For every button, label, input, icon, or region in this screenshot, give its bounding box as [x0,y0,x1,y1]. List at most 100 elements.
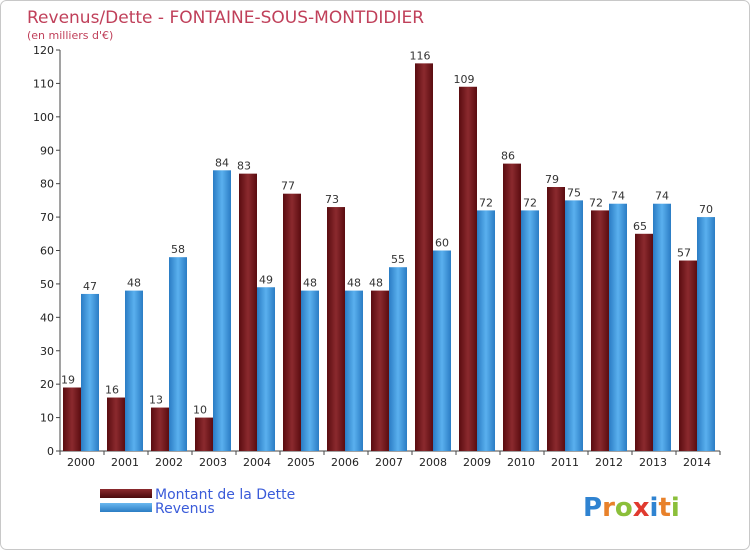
y-tick-label: 90 [40,144,54,157]
value-label-revenus: 72 [479,196,493,209]
value-label-revenus: 72 [523,196,537,209]
value-label-revenus: 75 [567,186,581,199]
x-tick-label: 2007 [375,456,403,469]
x-tick-label: 2012 [595,456,623,469]
bar-dette [591,210,609,451]
legend-label-revenus: Revenus [155,501,215,517]
y-tick-label: 60 [40,245,54,258]
value-label-dette: 79 [545,173,559,186]
bar-dette [195,417,213,451]
bar-revenus [345,290,363,451]
bar-revenus [213,170,231,452]
x-tick-label: 2001 [111,456,139,469]
value-label-revenus: 58 [171,243,185,256]
value-label-dette: 73 [325,193,339,206]
bar-revenus [169,257,187,451]
value-label-dette: 83 [237,160,251,173]
value-label-revenus: 74 [611,190,625,203]
bar-dette [679,260,697,451]
x-tick-label: 2000 [67,456,95,469]
value-label-revenus: 55 [391,253,405,266]
value-label-revenus: 74 [655,190,669,203]
value-label-revenus: 48 [347,277,361,290]
bar-dette [63,387,81,451]
bar-dette [503,163,521,451]
y-tick-label: 50 [40,278,54,291]
bar-revenus [433,250,451,451]
legend-label-debt: Montant de la Dette [155,487,295,503]
y-tick-label: 70 [40,211,54,224]
legend-swatch-revenus [100,503,152,512]
bar-dette [327,207,345,451]
x-tick-label: 2010 [507,456,535,469]
value-label-revenus: 60 [435,237,449,250]
bar-revenus [301,290,319,451]
y-axis: 0 10 20 30 40 50 60 70 80 90 100 110 120 [33,44,61,458]
bar-revenus [521,210,539,451]
bar-revenus [257,287,275,451]
value-label-revenus: 70 [699,203,713,216]
x-tick-label: 2014 [683,456,711,469]
y-tick-label: 10 [40,412,54,425]
legend-swatch-debt [100,489,152,498]
x-tick-label: 2013 [639,456,667,469]
x-tick-label: 2009 [463,456,491,469]
value-label-dette: 13 [149,394,163,407]
value-label-revenus: 84 [215,156,229,169]
bar-revenus [653,203,671,451]
proxiti-logo: Proxiti [583,493,680,523]
value-label-dette: 48 [369,277,383,290]
value-label-dette: 57 [677,247,691,260]
y-tick-label: 20 [40,378,54,391]
bar-revenus [81,293,99,451]
y-tick-label: 30 [40,345,54,358]
y-tick-label: 80 [40,178,54,191]
bar-dette [283,193,301,452]
bar-revenus [477,210,495,451]
bar-dette [107,397,125,451]
x-tick-label: 2005 [287,456,315,469]
y-tick-label: 120 [33,44,54,57]
bar-revenus [565,200,583,451]
y-tick-label: 40 [40,311,54,324]
y-tick-label: 0 [47,445,54,458]
value-labels-group: 19 47 16 48 13 58 10 84 83 49 77 48 73 48 48 55 116 60 109… [61,49,713,416]
x-tick-label: 2002 [155,456,183,469]
x-tick-label: 2003 [199,456,227,469]
y-tick-label: 110 [33,77,54,90]
chart-subtitle: (en milliers d'€) [27,29,113,42]
bar-revenus [609,203,627,451]
y-tick-label: 100 [33,111,54,124]
x-tick-label: 2006 [331,456,359,469]
value-label-dette: 19 [61,374,75,387]
bars-group [63,63,715,452]
legend: Montant de la Dette Revenus [100,487,295,517]
x-tick-label: 2011 [551,456,579,469]
bar-revenus [697,217,715,451]
bar-dette [547,187,565,451]
bar-revenus [389,267,407,451]
x-tick-label: 2008 [419,456,447,469]
bar-dette [415,63,433,451]
bar-dette [635,233,653,451]
value-label-dette: 109 [454,73,475,86]
value-label-dette: 86 [501,150,515,163]
bar-dette [151,407,169,451]
value-label-revenus: 47 [83,280,97,293]
value-label-dette: 65 [633,220,647,233]
value-label-revenus: 48 [127,277,141,290]
value-label-dette: 116 [410,49,431,62]
value-label-dette: 16 [105,384,119,397]
value-label-revenus: 49 [259,273,273,286]
value-label-revenus: 48 [303,277,317,290]
svg-text:Proxiti: Proxiti [583,493,680,523]
x-tick-label: 2004 [243,456,271,469]
bar-dette [459,86,477,451]
value-label-dette: 72 [589,196,603,209]
chart-title: Revenus/Dette - FONTAINE-SOUS-MONTDIDIER [27,8,424,28]
value-label-dette: 10 [193,404,207,417]
value-label-dette: 77 [281,180,295,193]
bar-dette [239,173,257,451]
